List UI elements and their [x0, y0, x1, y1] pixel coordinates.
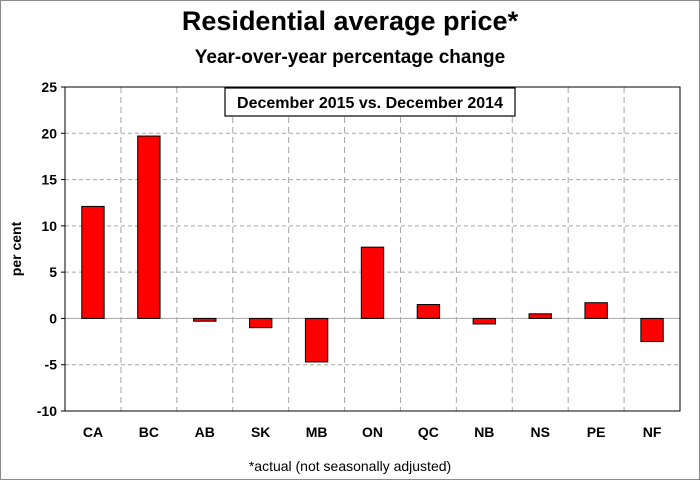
x-tick-label: CA [83, 424, 103, 440]
chart-title: Residential average price* [181, 6, 519, 36]
y-tick-label: 25 [41, 79, 57, 95]
annotation-box [224, 87, 516, 117]
bar-nf [640, 317, 664, 343]
bar-bc [137, 135, 161, 319]
y-axis-label: per cent [8, 221, 24, 276]
plot-area [64, 86, 681, 412]
bar-mb [304, 317, 329, 363]
x-tick-label: NS [531, 424, 550, 440]
x-tick-label: QC [418, 424, 439, 440]
y-tick-label: 20 [41, 125, 57, 141]
annotation-text: December 2015 vs. December 2014 [237, 95, 503, 112]
y-tick-label: 0 [49, 310, 57, 326]
chart-subtitle: Year-over-year percentage change [194, 47, 506, 68]
x-tick-label: NF [643, 424, 662, 440]
gridlines [65, 87, 680, 411]
x-tick-label: ON [362, 424, 383, 440]
y-tick-label: 15 [41, 172, 57, 188]
y-tick-label: 10 [41, 218, 57, 234]
period-annotation: December 2015 vs. December 2014 [224, 87, 516, 117]
bar-ab [193, 317, 217, 322]
x-axis-ticks: CA BC AB SK MB ON QC NB NS PE NF [83, 424, 662, 440]
y-tick-label: -5 [45, 357, 58, 373]
bar-ns [528, 313, 552, 319]
y-tick-label: 5 [49, 264, 57, 280]
x-tick-label: PE [587, 424, 606, 440]
x-tick-label: MB [306, 424, 328, 440]
bar-on [360, 246, 385, 319]
footnote: *actual (not seasonally adjusted) [248, 458, 452, 474]
x-tick-label: AB [195, 424, 215, 440]
bar-pe [584, 302, 608, 319]
y-axis-ticks: 25 20 15 10 5 0 -5 -10 [37, 79, 65, 419]
bars [81, 135, 664, 363]
y-tick-label: -10 [37, 403, 57, 419]
x-tick-label: NB [474, 424, 494, 440]
bar-ca [81, 205, 105, 319]
bar-nb [472, 317, 496, 325]
x-tick-label: BC [139, 424, 159, 440]
bar-sk [249, 317, 273, 329]
bar-qc [416, 304, 441, 319]
x-tick-label: SK [251, 424, 270, 440]
